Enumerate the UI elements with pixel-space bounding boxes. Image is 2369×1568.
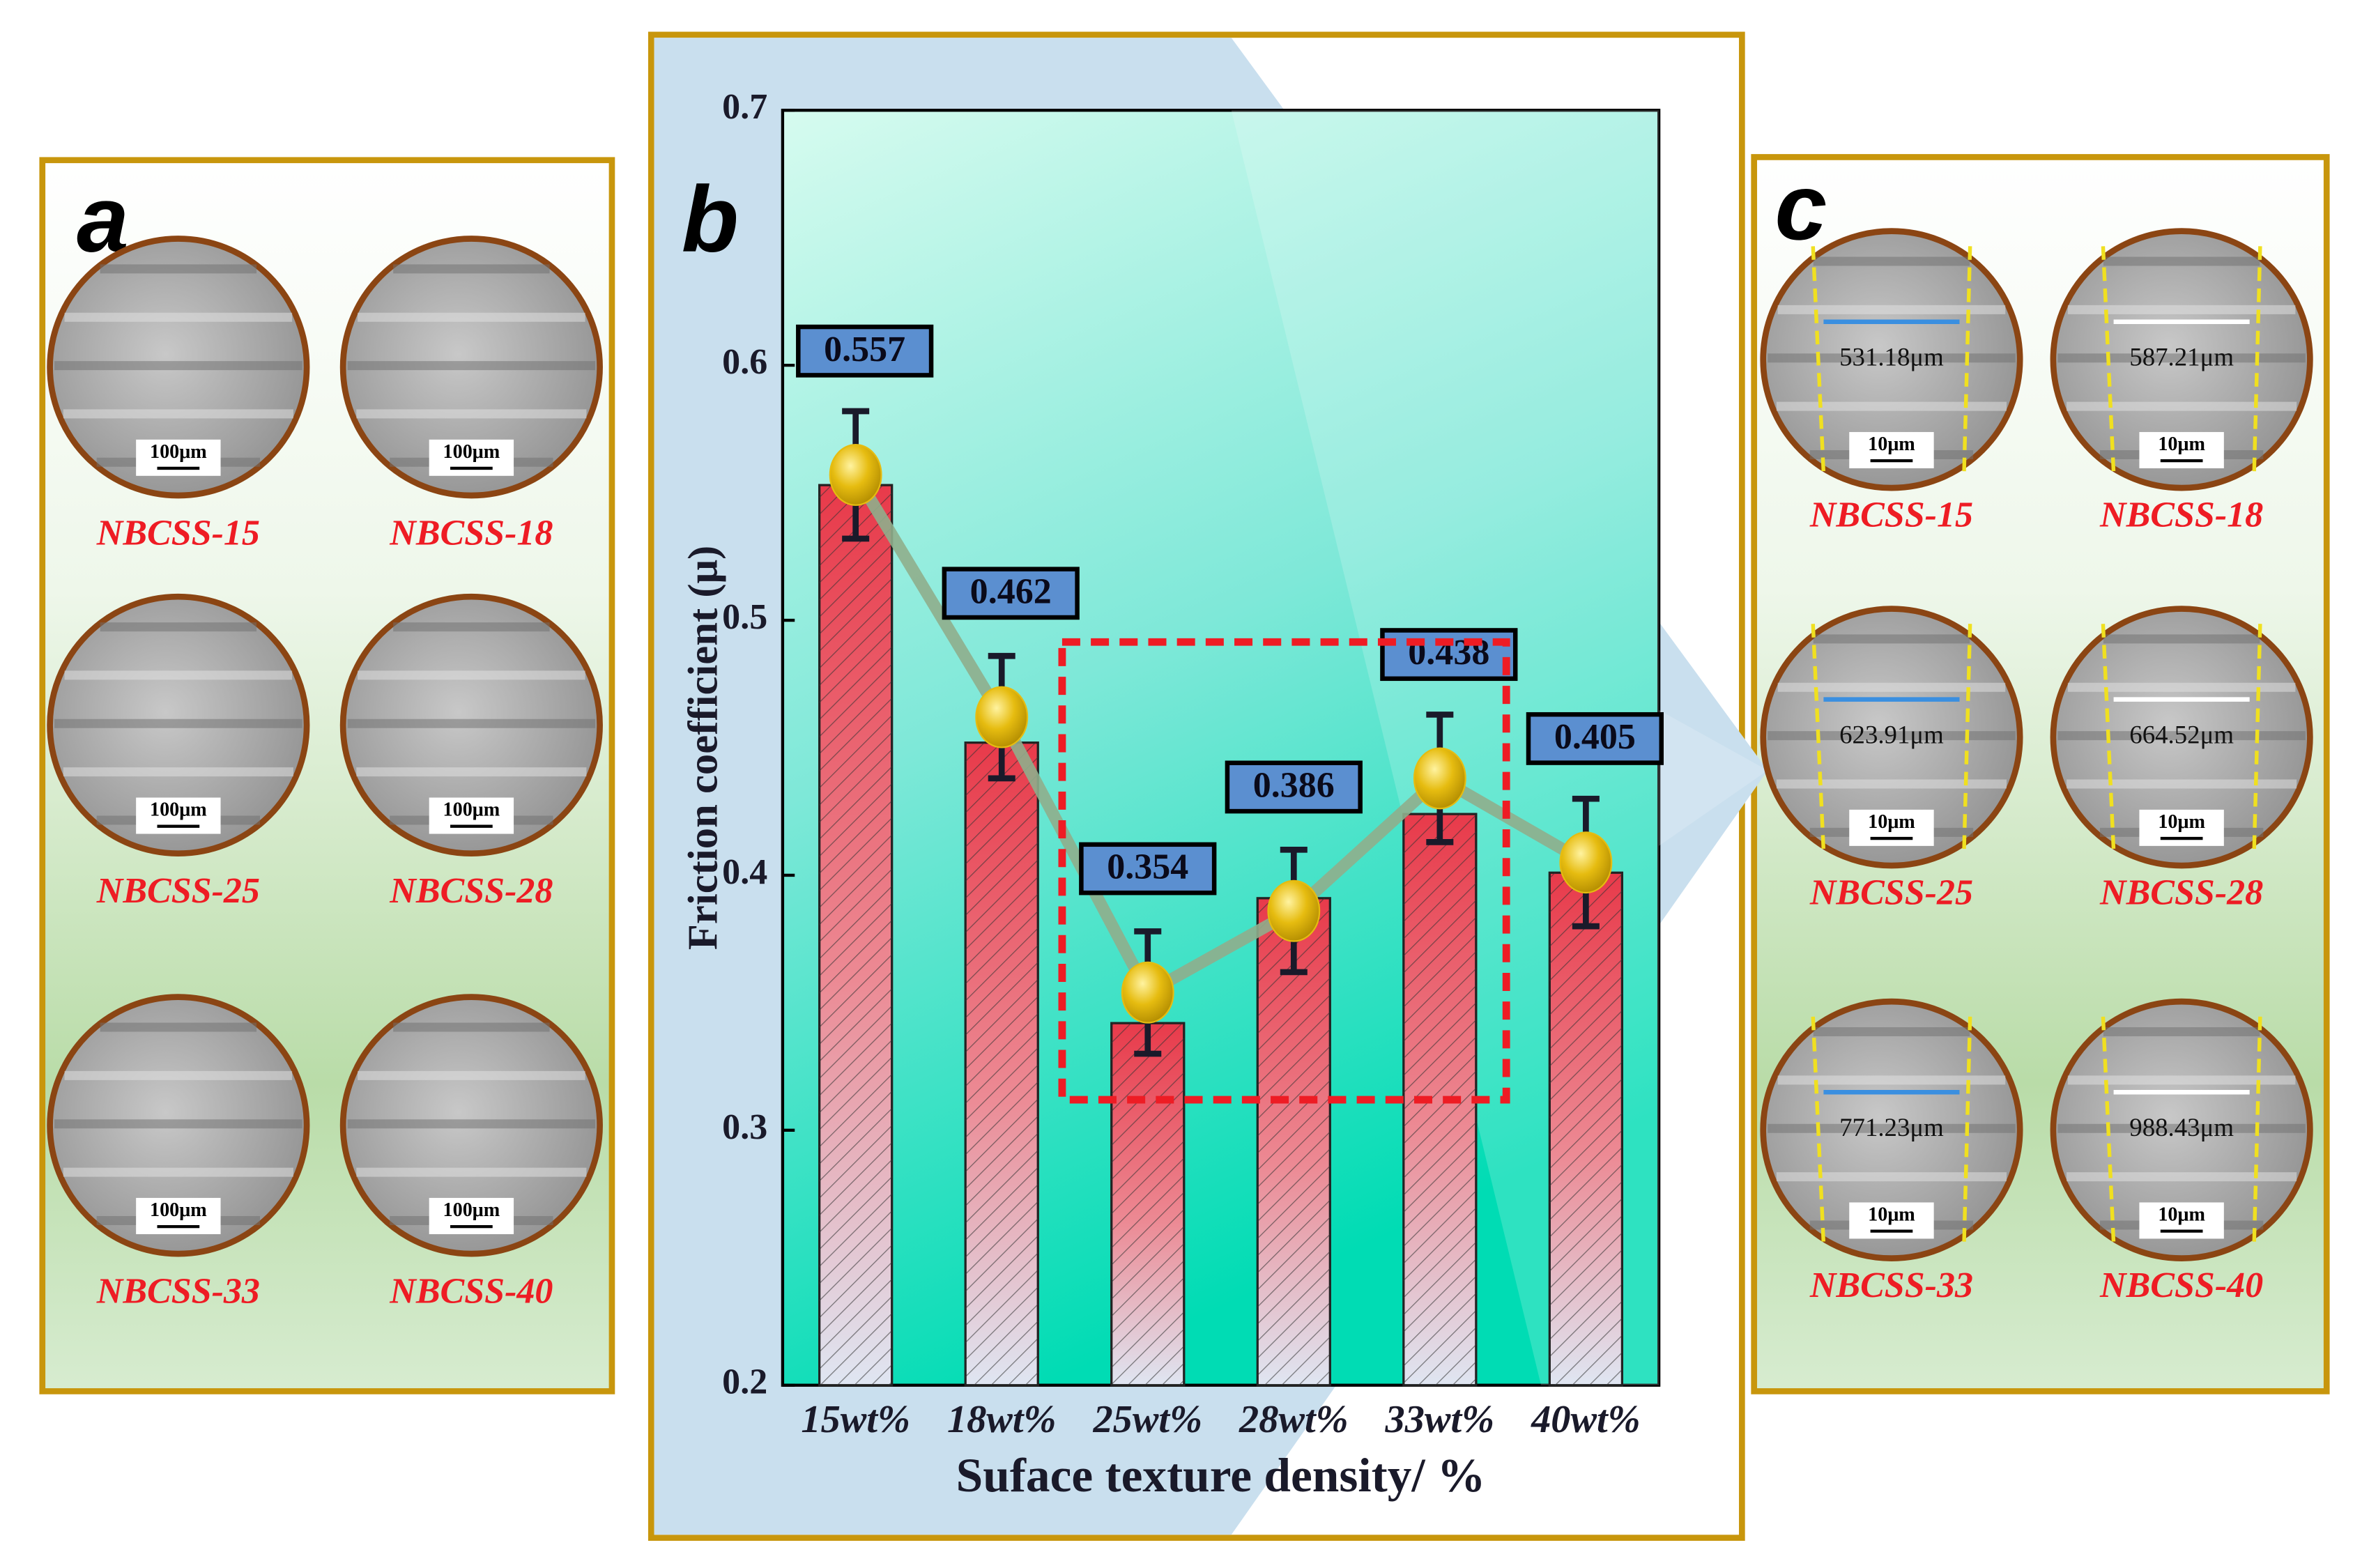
yellow-edge — [1962, 246, 1972, 473]
bar-hatch — [1549, 873, 1623, 1385]
scale-bar-label: 10μm — [1868, 811, 1915, 833]
sample-label: NBCSS-15 — [96, 513, 260, 553]
y-axis-label: Friction coefficient (μ) — [680, 546, 726, 950]
yellow-edge — [2101, 624, 2116, 851]
yellow-edge — [1811, 624, 1826, 851]
sample-label: NBCSS-33 — [1809, 1266, 1973, 1305]
yellow-edge — [2252, 246, 2262, 473]
y-tick-label: 0.6 — [722, 342, 767, 382]
value-label-box — [1225, 760, 1363, 814]
scale-bar-label: 100μm — [150, 799, 207, 820]
yellow-edge — [1811, 1016, 1826, 1244]
marker — [1267, 879, 1321, 942]
y-tick-label: 0.4 — [722, 852, 767, 892]
value-label-box — [1526, 712, 1664, 765]
scale-bar-label: 10μm — [1868, 433, 1915, 455]
chevron-overlay — [1231, 110, 1768, 1385]
marker — [1559, 831, 1613, 894]
bar-hatch — [1257, 898, 1331, 1385]
scale-bar-label: 100μm — [443, 441, 500, 463]
scale-bar-label: 10μm — [2158, 1204, 2205, 1225]
yellow-edge — [2101, 1016, 2116, 1244]
scale-bar-label: 10μm — [2158, 811, 2205, 833]
sample-label: NBCSS-33 — [96, 1272, 260, 1312]
sample-label: NBCSS-40 — [2099, 1266, 2263, 1305]
scale-bar-label: 10μm — [1868, 1204, 1915, 1225]
panel-label: c — [1775, 155, 1827, 259]
value-label: 0.462 — [970, 571, 1052, 611]
x-axis-label: Suface texture density/ % — [956, 1449, 1486, 1502]
value-label-box — [1079, 842, 1217, 896]
scale-bar-label: 100μm — [150, 441, 207, 463]
line — [850, 471, 1589, 1001]
x-tick-label: 33wt% — [1385, 1398, 1495, 1441]
sample-label: NBCSS-28 — [2099, 873, 2263, 912]
sample-label: NBCSS-28 — [389, 871, 553, 911]
sample-label: NBCSS-18 — [389, 513, 553, 553]
yellow-edge — [2252, 624, 2262, 851]
marker — [1121, 961, 1174, 1024]
width-label: 531.18μm — [1839, 342, 1944, 371]
marker — [975, 686, 1029, 748]
width-label: 587.21μm — [2129, 342, 2234, 371]
width-label: 988.43μm — [2129, 1113, 2234, 1142]
panel-label: b — [682, 167, 739, 272]
width-label: 771.23μm — [1839, 1113, 1944, 1142]
marker — [829, 444, 882, 506]
scale-bar-label: 100μm — [150, 1199, 207, 1221]
x-tick-label: 40wt% — [1531, 1398, 1641, 1441]
bar-hatch — [965, 742, 1038, 1385]
scale-bar-label: 100μm — [443, 1199, 500, 1221]
marker — [1413, 747, 1466, 810]
value-label: 0.557 — [824, 330, 905, 369]
value-label: 0.405 — [1554, 717, 1636, 757]
yellow-edge — [1962, 1016, 1972, 1244]
width-label: 623.91μm — [1839, 720, 1944, 748]
yellow-edge — [1811, 246, 1826, 473]
yellow-edge — [2252, 1016, 2262, 1244]
y-tick-label: 0.5 — [722, 597, 767, 637]
value-label: 0.354 — [1107, 847, 1188, 887]
x-tick-label: 28wt% — [1239, 1398, 1349, 1441]
y-tick-label: 0.2 — [722, 1362, 767, 1402]
x-tick-label: 25wt% — [1092, 1398, 1202, 1441]
highlight-box — [1058, 638, 1510, 1104]
y-tick-label: 0.7 — [722, 87, 767, 127]
scale-bar-label: 100μm — [443, 799, 500, 820]
yellow-edge — [1962, 624, 1972, 851]
sample-label: NBCSS-25 — [1809, 873, 1973, 912]
sample-label: NBCSS-18 — [2099, 495, 2263, 535]
yellow-edge — [2101, 246, 2116, 473]
x-tick-label: 15wt% — [801, 1398, 910, 1441]
scale-bar-label: 10μm — [2158, 433, 2205, 455]
bar-hatch — [819, 485, 892, 1385]
value-label-box — [796, 324, 934, 378]
sample-label: NBCSS-15 — [1809, 495, 1973, 535]
plot: 0.2 0.3 0.4 0.5 0.6 0.7 15wt% 18wt% 25wt% 28wt% 33… — [722, 87, 1664, 1441]
value-label: 0.386 — [1253, 766, 1335, 806]
x-tick-label: 18wt% — [947, 1398, 1057, 1441]
width-label: 664.52μm — [2129, 720, 2234, 748]
y-tick-label: 0.3 — [722, 1107, 767, 1147]
value-label-box — [942, 567, 1080, 620]
bar-hatch — [1111, 1023, 1184, 1385]
plot-area — [781, 109, 1661, 1387]
sample-label: NBCSS-25 — [96, 871, 260, 911]
sample-label: NBCSS-40 — [389, 1272, 553, 1312]
